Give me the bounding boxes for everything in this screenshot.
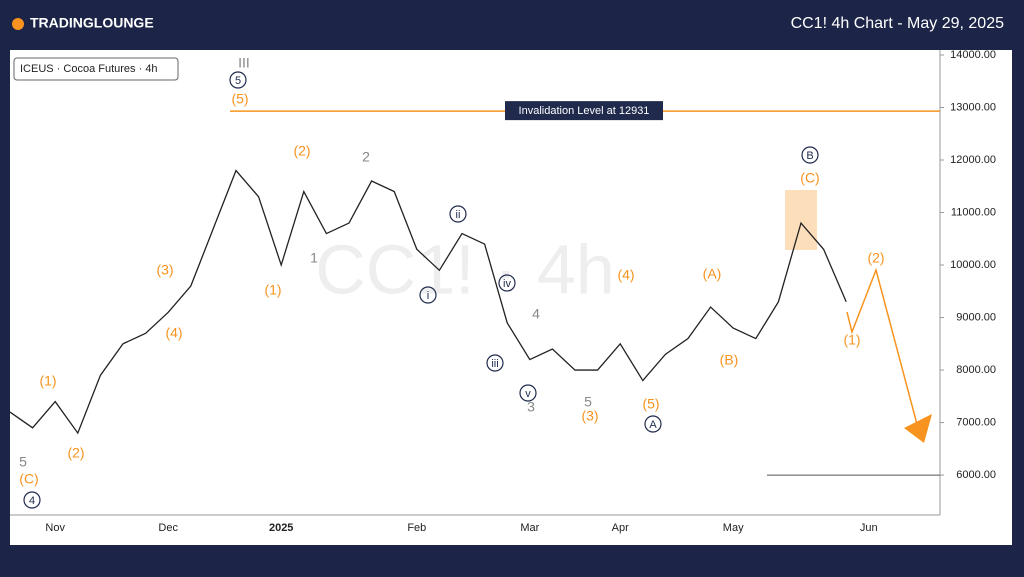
y-tick-label: 8000.00 [956, 364, 996, 376]
wave-label: (2) [67, 445, 84, 461]
wave-label: (2) [293, 143, 310, 159]
wave-circle [801, 146, 819, 164]
x-tick-label: Nov [45, 522, 65, 534]
wave-label: (A) [703, 266, 722, 282]
wave-label: v [525, 388, 531, 400]
wave-label: (B) [720, 352, 739, 368]
wave-label: (1) [264, 282, 281, 298]
invalidation-label: Invalidation Level at 12931 [519, 105, 650, 117]
y-tick-label: 12000.00 [950, 154, 996, 166]
x-tick-label: 2025 [269, 522, 293, 534]
wave-label: (3) [581, 408, 598, 424]
y-tick-label: 13000.00 [950, 101, 996, 113]
wave-label: 4 [29, 495, 35, 507]
wave-label: (4) [617, 267, 634, 283]
wave-label: (5) [642, 396, 659, 412]
wave-circle [498, 274, 516, 292]
wave-label: (1) [39, 373, 56, 389]
wave-label: 5 [235, 75, 241, 87]
price-line [9, 169, 847, 435]
x-tick-label: Feb [407, 522, 426, 534]
invalidation-label-box [505, 101, 663, 121]
projection-arrow [904, 414, 932, 443]
wave-circle [519, 384, 537, 402]
y-tick-label: 10000.00 [950, 259, 996, 271]
wave-circle [486, 354, 504, 372]
legend-box [13, 57, 179, 81]
x-tick-label: Jun [860, 522, 878, 534]
wave-label: 2 [362, 149, 370, 165]
wave-label: A [649, 419, 657, 431]
x-tick-label: Mar [520, 522, 539, 534]
legend-text: ICEUS · Cocoa Futures · 4h [20, 63, 158, 75]
wave-circle [229, 71, 247, 89]
y-tick-label: 7000.00 [956, 416, 996, 428]
wave-label: i [427, 290, 429, 302]
wave-label: (1) [843, 332, 860, 348]
highlight-box [785, 190, 817, 250]
wave-label: (2) [867, 250, 884, 266]
wave-label: 5 [19, 454, 27, 470]
x-tick-label: May [723, 522, 744, 534]
wave-label: (5) [231, 91, 248, 107]
page-title: CC1! 4h Chart - May 29, 2025 [791, 15, 1005, 32]
projection-path [846, 267, 919, 429]
x-tick-label: Dec [158, 522, 178, 534]
wave-label: 3 [527, 399, 535, 415]
wave-label: III [238, 55, 250, 71]
wave-label: 1 [310, 250, 318, 266]
wave-circle [644, 415, 662, 433]
wave-circle [419, 286, 437, 304]
wave-label: (C) [19, 471, 38, 487]
brand: TRADINGLOUNGE [30, 15, 154, 31]
wave-label: iii [491, 358, 498, 370]
wave-label: (C) [800, 170, 819, 186]
y-tick-label: 11000.00 [951, 206, 996, 218]
y-tick-label: 14000.00 [950, 49, 996, 61]
wave-label: B [806, 150, 813, 162]
wave-label: ii [456, 209, 461, 221]
y-tick-label: 6000.00 [956, 469, 996, 481]
wave-label: iv [503, 278, 511, 290]
wave-label: (3) [156, 262, 173, 278]
wave-label: (4) [165, 325, 182, 341]
wave-label: 4 [532, 306, 540, 322]
wave-label: 5 [584, 394, 592, 410]
wave-circle [23, 491, 41, 509]
logo-icon [12, 18, 24, 30]
wave-circle [449, 205, 467, 223]
y-tick-label: 9000.00 [956, 311, 996, 323]
x-tick-label: Apr [612, 522, 629, 534]
watermark: CC1! · 4h [315, 230, 615, 308]
